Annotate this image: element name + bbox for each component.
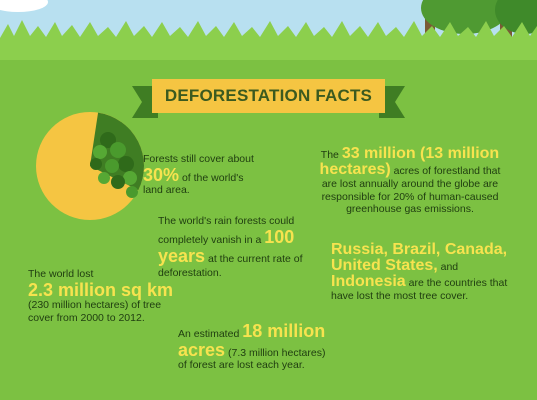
fact-lost-post: (230 million hectares) of tree cover fro… <box>28 299 162 324</box>
fact-yearly-loss: An estimated 18 million acres (7.3 milli… <box>178 322 328 372</box>
fact-countries-value1: Russia, Brazil, Canada, United States, <box>331 241 508 274</box>
page-title: DEFORESTATION FACTS <box>164 86 373 105</box>
banner-tail-right <box>379 86 405 118</box>
fact-countries-value2: Indonesia <box>331 273 406 290</box>
fact-yearly-post: (7.3 million hectares) of forest are los… <box>178 346 326 372</box>
cloud-icon <box>0 0 48 12</box>
banner-body <box>152 79 385 113</box>
grass-edge <box>0 20 537 60</box>
fact-countries-post: are the countries that have lost the mos… <box>331 277 508 302</box>
fact-lost-pre: The world lost <box>28 268 94 280</box>
fact-yearly-pre: An estimated <box>178 328 240 340</box>
fact-emissions-post: acres of forestland that are lost annual… <box>321 165 501 215</box>
fact-forest-cover: Forests still cover about 30% of the wor… <box>143 153 261 197</box>
fact-rainforest-pre: The world's rain forests could completel… <box>158 215 295 246</box>
fact-emissions-value: 33 million (13 million hectares) <box>319 145 500 178</box>
fact-rainforest: The world's rain forests could completel… <box>158 214 343 280</box>
fact-emissions-pre: The <box>320 149 339 161</box>
fact-yearly-value: 18 million acres <box>178 321 326 360</box>
fact-rainforest-value: 100 years <box>158 227 295 266</box>
fact-cover-post: of the world's land area. <box>143 171 244 197</box>
fact-rainforest-post: at the current rate of deforestation. <box>158 253 303 279</box>
fact-tree-cover-lost: The world lost 2.3 million sq km (230 mi… <box>28 268 188 324</box>
fact-cover-value: 30% <box>143 164 180 185</box>
fact-emissions: The 33 million (13 million hectares) acr… <box>312 146 508 216</box>
fact-lost-value: 2.3 million sq km <box>28 279 174 300</box>
trees-icon <box>90 132 138 198</box>
fact-cover-pre: Forests still cover about <box>143 153 254 165</box>
banner-tail-left <box>132 86 158 118</box>
fact-countries-mid: and <box>440 261 459 273</box>
fact-countries: Russia, Brazil, Canada, United States, a… <box>331 242 511 303</box>
